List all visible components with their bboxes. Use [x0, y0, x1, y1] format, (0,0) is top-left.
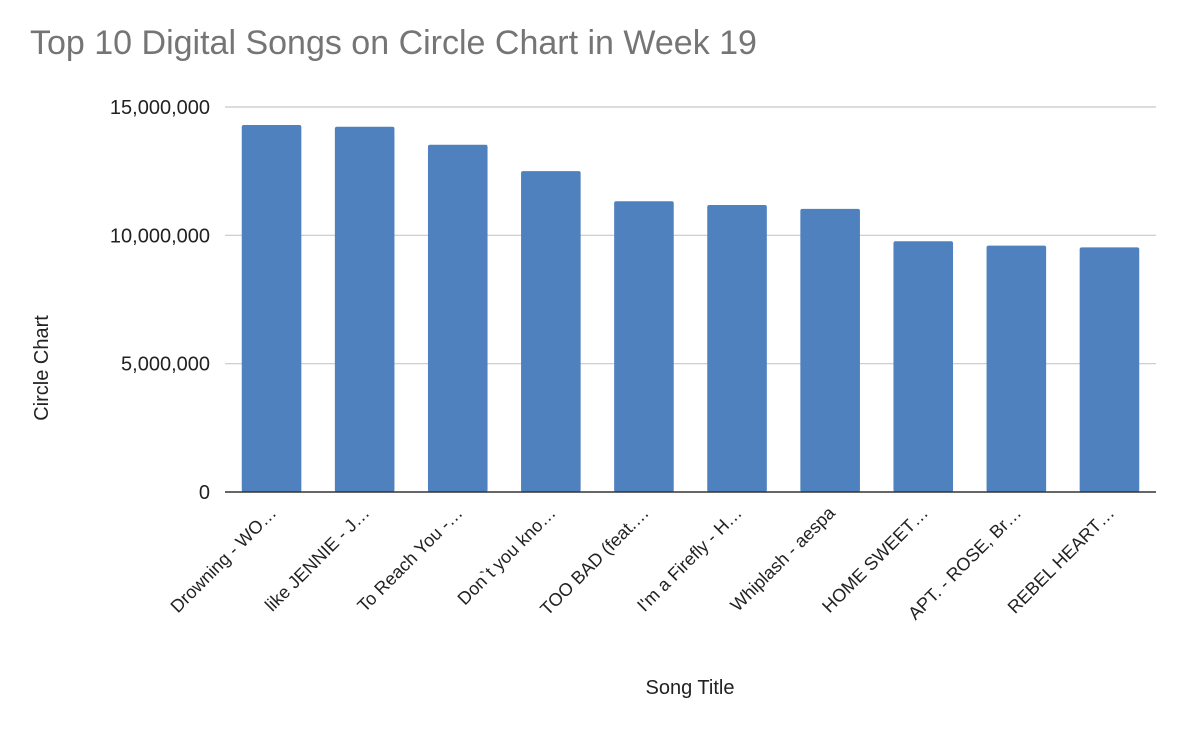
x-axis-title: Song Title — [646, 677, 735, 699]
bar — [521, 171, 581, 492]
y-tick-label: 0 — [199, 482, 210, 504]
bar — [986, 245, 1047, 492]
bar — [893, 241, 954, 492]
y-tick-label: 15,000,000 — [110, 97, 210, 119]
bar — [241, 124, 302, 492]
bar — [800, 208, 860, 492]
y-axis-title: Circle Chart — [31, 315, 53, 421]
y-tick-label: 10,000,000 — [110, 225, 210, 247]
chart-title: Top 10 Digital Songs on Circle Chart in … — [30, 24, 757, 62]
bar — [334, 126, 395, 492]
bars — [241, 124, 1140, 493]
x-tick-label: Don`t you kno… — [454, 503, 560, 609]
bar — [1079, 247, 1140, 492]
bar — [427, 144, 488, 493]
bar — [614, 201, 674, 493]
bar — [707, 205, 767, 492]
y-tick-label: 5,000,000 — [121, 354, 210, 376]
